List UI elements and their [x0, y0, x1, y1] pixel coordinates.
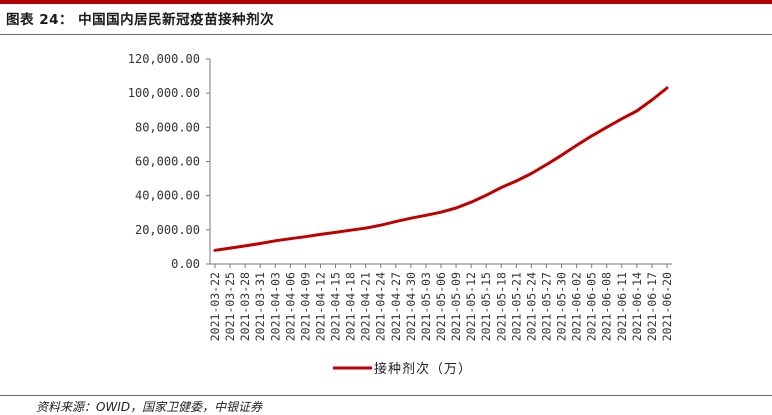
y-tick-label: 100,000.00	[128, 86, 200, 100]
x-tick-label: 2021-04-03	[268, 272, 282, 341]
y-tick-label: 20,000.00	[135, 223, 200, 237]
x-tick-label: 2021-04-18	[344, 272, 358, 341]
x-tick-label: 2021-04-12	[313, 272, 327, 341]
series-layer	[213, 86, 669, 252]
x-tick-label: 2021-06-05	[585, 272, 599, 341]
title-divider	[0, 34, 772, 35]
x-tick-label: 2021-06-11	[615, 272, 629, 341]
figure-title: 图表 24： 中国国内居民新冠疫苗接种剂次	[6, 12, 275, 28]
x-tick-label: 2021-04-27	[389, 272, 403, 341]
x-tick-label: 2021-06-14	[630, 272, 644, 341]
x-tick-label: 2021-04-06	[283, 272, 297, 341]
y-tick-label: 120,000.00	[128, 52, 200, 66]
y-tick-label: 0.00	[171, 257, 200, 271]
legend: 接种剂次（万）	[333, 361, 472, 377]
x-tick-label: 2021-04-24	[374, 272, 388, 341]
x-tick-label: 2021-06-17	[645, 272, 659, 341]
series-line-0	[213, 86, 669, 252]
x-tick-label: 2021-03-22	[208, 272, 222, 341]
x-tick-label: 2021-05-18	[494, 272, 508, 341]
x-tick-label: 2021-03-28	[238, 272, 252, 341]
x-tick-label: 2021-06-02	[570, 272, 584, 341]
vaccination-line-chart: 0.00 20,000.00 40,000.00 60,000.00 80,000.00…	[128, 52, 674, 377]
x-tick-label: 2021-05-12	[464, 272, 478, 341]
x-tick-label: 2021-04-09	[298, 272, 312, 341]
legend-label: 接种剂次（万）	[374, 361, 472, 377]
x-tick-label: 2021-05-27	[539, 272, 553, 341]
y-tick-label: 80,000.00	[135, 120, 200, 134]
x-tick-label: 2021-05-24	[524, 272, 538, 341]
top-accent-bar	[0, 0, 772, 4]
x-tick-label: 2021-03-25	[223, 272, 237, 341]
x-tick-label: 2021-03-31	[253, 272, 267, 341]
x-tick-label: 2021-04-30	[404, 272, 418, 341]
x-tick-label: 2021-06-08	[600, 272, 614, 341]
x-tick-label: 2021-05-06	[434, 272, 448, 341]
x-tick-label: 2021-05-09	[449, 272, 463, 341]
x-tick-label: 2021-04-21	[359, 272, 373, 341]
x-tick-label: 2021-05-15	[479, 272, 493, 341]
x-tick-label: 2021-05-21	[509, 272, 523, 341]
x-axis: 2021-03-22 2021-03-25 2021-03-28 2021-03-31…	[208, 263, 674, 341]
x-tick-label: 2021-04-15	[329, 272, 343, 341]
x-tick-label: 2021-05-03	[419, 272, 433, 341]
y-axis: 0.00 20,000.00 40,000.00 60,000.00 80,000.00…	[128, 52, 211, 271]
y-tick-label: 60,000.00	[135, 155, 200, 169]
source-note: 资料来源：OWID，国家卫健委，中银证券	[36, 400, 263, 414]
x-tick-label: 2021-06-20	[660, 272, 674, 341]
x-tick-label: 2021-05-30	[555, 272, 569, 341]
source-divider	[0, 395, 772, 396]
y-tick-label: 40,000.00	[135, 189, 200, 203]
